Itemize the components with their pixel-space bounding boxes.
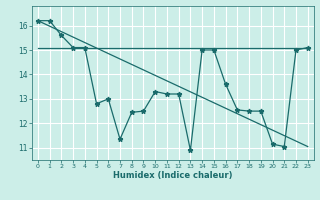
X-axis label: Humidex (Indice chaleur): Humidex (Indice chaleur)	[113, 171, 233, 180]
